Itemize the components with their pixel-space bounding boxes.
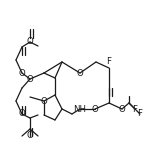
Text: F: F bbox=[106, 57, 112, 66]
Text: O: O bbox=[77, 69, 83, 78]
Text: O: O bbox=[19, 69, 25, 78]
Text: O: O bbox=[27, 38, 33, 46]
Text: O: O bbox=[92, 105, 98, 114]
Text: NH: NH bbox=[74, 105, 86, 114]
Text: O: O bbox=[27, 132, 33, 141]
Text: F: F bbox=[133, 105, 137, 114]
Text: F: F bbox=[137, 110, 142, 118]
Text: O: O bbox=[27, 75, 33, 84]
Text: O: O bbox=[119, 105, 125, 114]
Text: O: O bbox=[19, 110, 25, 118]
Text: O: O bbox=[41, 96, 47, 105]
